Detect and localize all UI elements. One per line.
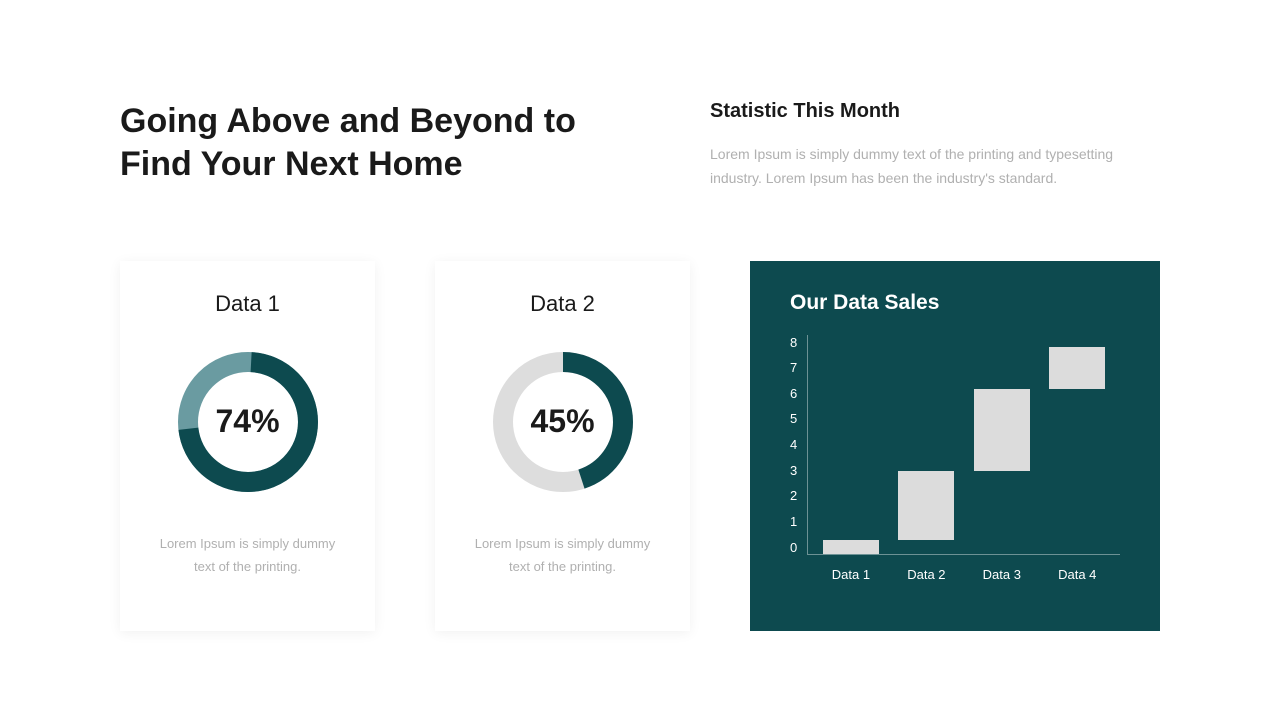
bar <box>974 389 1030 472</box>
y-axis: 8 7 6 5 4 3 2 1 0 <box>790 335 807 555</box>
y-tick: 7 <box>790 360 797 375</box>
plot-area: Data 1Data 2Data 3Data 4 <box>807 335 1120 555</box>
cards-row: Data 1 74% Lorem Ipsum is simply dummy t… <box>120 261 1160 631</box>
x-label: Data 2 <box>898 567 954 582</box>
sales-panel-title: Our Data Sales <box>790 291 1120 315</box>
x-axis-labels: Data 1 Data 2 Data 3 Data 4 <box>808 567 1120 582</box>
x-label: Data 1 <box>823 567 879 582</box>
y-tick: 2 <box>790 488 797 503</box>
right-header: Statistic This Month Lorem Ipsum is simp… <box>660 100 1160 191</box>
y-tick: 5 <box>790 411 797 426</box>
card-title: Data 1 <box>215 291 280 317</box>
bar <box>898 471 954 540</box>
bars-container <box>808 335 1120 554</box>
page-title: Going Above and Beyond to Find Your Next… <box>120 100 600 185</box>
y-tick: 8 <box>790 335 797 350</box>
bar <box>1049 347 1105 388</box>
y-tick: 3 <box>790 463 797 478</box>
x-label: Data 3 <box>974 567 1030 582</box>
donut-percent-label: 45% <box>488 347 638 497</box>
data-card-2: Data 2 45% Lorem Ipsum is simply dummy t… <box>435 261 690 631</box>
card-description: Lorem Ipsum is simply dummy text of the … <box>140 532 355 579</box>
subtitle-description: Lorem Ipsum is simply dummy text of the … <box>710 143 1160 191</box>
sales-panel: Our Data Sales 8 7 6 5 4 3 2 1 0 Data 1 Data 2 Dat… <box>750 261 1160 631</box>
x-label: Data 4 <box>1049 567 1105 582</box>
data-card-1: Data 1 74% Lorem Ipsum is simply dummy t… <box>120 261 375 631</box>
y-tick: 4 <box>790 437 797 452</box>
donut-chart-2: 45% <box>488 347 638 497</box>
bar <box>823 540 879 554</box>
header-row: Going Above and Beyond to Find Your Next… <box>120 100 1160 191</box>
y-tick: 6 <box>790 386 797 401</box>
donut-chart-1: 74% <box>173 347 323 497</box>
left-header: Going Above and Beyond to Find Your Next… <box>120 100 600 191</box>
y-tick: 1 <box>790 514 797 529</box>
y-tick: 0 <box>790 540 797 555</box>
sales-chart: 8 7 6 5 4 3 2 1 0 Data 1 Data 2 Data 3 Data 4 <box>790 335 1120 595</box>
card-description: Lorem Ipsum is simply dummy text of the … <box>455 532 670 579</box>
subtitle: Statistic This Month <box>710 100 1160 123</box>
donut-percent-label: 74% <box>173 347 323 497</box>
card-title: Data 2 <box>530 291 595 317</box>
